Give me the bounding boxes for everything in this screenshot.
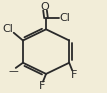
Text: Cl: Cl (60, 13, 71, 23)
Text: —: — (9, 66, 19, 76)
Text: F: F (39, 81, 45, 91)
Text: O: O (41, 2, 49, 12)
Text: F: F (71, 70, 77, 80)
Text: Cl: Cl (2, 24, 13, 34)
